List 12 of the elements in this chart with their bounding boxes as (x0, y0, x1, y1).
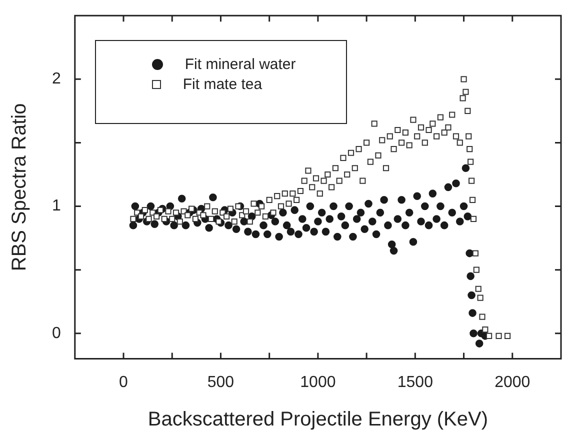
x-tick-label: 2000 (494, 374, 530, 391)
x-tick-label: 1000 (300, 374, 336, 391)
y-axis-title: RBS Spectra Ratio (8, 103, 31, 272)
y-tick-label: 0 (52, 324, 61, 342)
legend-label: Fit mate tea (182, 76, 262, 94)
x-axis-title: Backscattered Projectile Energy (KeV) (148, 408, 488, 431)
x-tick-label: 1500 (397, 374, 434, 391)
y-tick-label: 1 (52, 198, 61, 215)
legend-label: Fit mineral water (184, 56, 296, 74)
x-tick-label: 0 (119, 374, 128, 391)
x-tick-label: 500 (207, 374, 234, 391)
y-tick-label: 2 (52, 70, 61, 88)
